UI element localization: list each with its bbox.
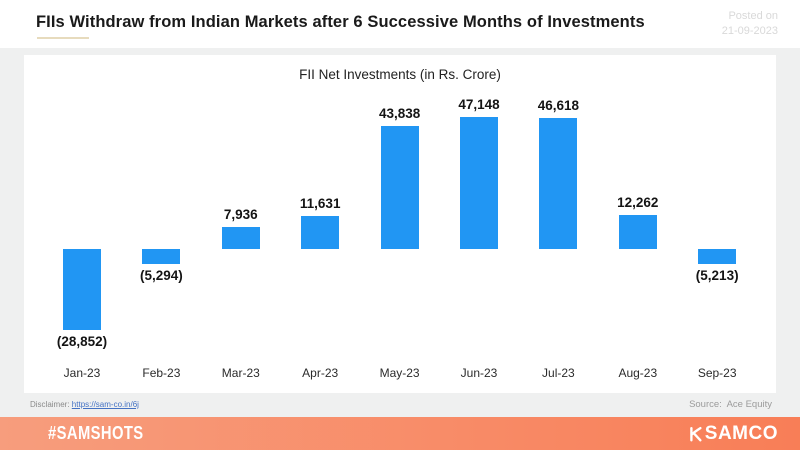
page-title: FIIs Withdraw from Indian Markets after … [36,13,645,31]
posted-on-date: 21-09-2023 [721,25,778,37]
bar-May-23 [380,126,419,249]
source-credit: Source: Ace Equity [689,399,772,410]
brand-bar: #SAMSHOTS SAMCO [0,417,800,450]
samco-logo-text: SAMCO [704,422,778,444]
source-label: Source: [689,399,722,410]
disclaimer-label: Disclaimer: [30,400,70,409]
bar-Aug-23 [618,215,657,249]
bar-value-label: 11,631 [299,196,341,211]
x-axis-label: Aug-23 [618,366,658,380]
bar-Jan-23 [63,249,101,330]
samshots-hashtag: #SAMSHOTS [48,423,144,443]
x-axis-label: Feb-23 [142,366,181,380]
bar-chart: (28,852) Jan-23 (5,294) Feb-23 7,936 Mar-23 11… [24,55,776,393]
bar-Sep-23 [698,249,737,264]
x-axis-label: Jul-23 [542,366,575,380]
bar-value-label: (28,852) [56,334,108,349]
bar-Jul-23 [539,118,578,249]
disclaimer-link[interactable]: https://sam-co.in/6j [71,400,139,409]
bar-Feb-23 [142,249,181,264]
bar-Mar-23 [221,227,260,249]
x-axis-label: Apr-23 [302,366,339,380]
samco-logo: SAMCO [686,423,778,445]
x-axis-label: Sep-23 [697,366,737,380]
x-axis-label: Mar-23 [221,366,260,380]
bar-Jun-23 [460,117,498,249]
bar-value-label: 7,936 [223,207,258,222]
x-axis-label: Jan-23 [63,366,101,380]
bar-value-label: (5,294) [140,268,183,283]
chart-title: FII Net Investments (in Rs. Crore) [299,67,501,82]
bar-value-label: 43,838 [378,106,421,121]
posted-on-stamp: Posted on 21-09-2023 [722,9,778,39]
x-axis-label: May-23 [379,366,420,380]
bar-value-label: 46,618 [537,98,580,113]
bar-value-label: (5,213) [695,268,739,283]
posted-on-label: Posted on [728,10,778,22]
bar-value-label: 47,148 [458,97,500,112]
header: FIIs Withdraw from Indian Markets after … [0,0,800,48]
samco-logo-icon [689,426,702,441]
title-underline-decoration [37,37,89,39]
bar-value-label: 12,262 [617,195,659,210]
source-value: Ace Equity [726,399,772,410]
bar-Apr-23 [301,216,340,249]
disclaimer: Disclaimer: https://sam-co.in/6j [30,400,139,409]
x-axis-label: Jun-23 [460,366,498,380]
chart-card: FII Net Investments (in Rs. Crore) (28,8… [24,55,776,393]
